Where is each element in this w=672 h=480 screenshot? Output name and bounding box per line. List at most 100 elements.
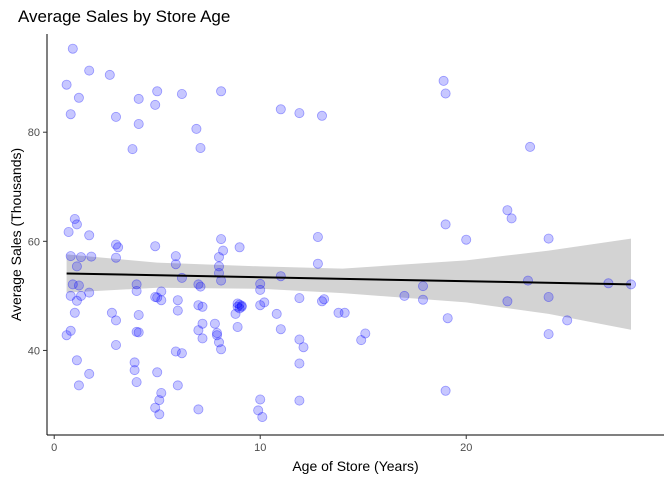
data-point [197, 318, 208, 329]
data-point [298, 342, 309, 353]
confidence-band [66, 238, 632, 330]
data-point [197, 333, 208, 344]
data-point [339, 307, 350, 318]
x-tick-label: 0 [51, 442, 57, 454]
data-point [76, 252, 87, 263]
data-point [255, 278, 266, 289]
data-point [191, 123, 202, 134]
data-point [73, 380, 84, 391]
data-point [216, 234, 227, 245]
data-point [234, 242, 245, 253]
data-point [172, 305, 183, 316]
data-point [255, 394, 266, 405]
data-point [232, 301, 243, 312]
data-point [129, 365, 140, 376]
data-point [440, 385, 451, 396]
data-point [61, 79, 72, 90]
data-point [106, 307, 117, 318]
data-point [399, 290, 410, 301]
data-point [156, 286, 167, 297]
data-point [71, 355, 82, 366]
data-point [63, 226, 74, 237]
data-point [417, 294, 428, 305]
data-point [73, 92, 84, 103]
data-point [67, 279, 78, 290]
y-tick-label: 40 [28, 345, 40, 357]
data-point [133, 93, 144, 104]
data-point [356, 335, 367, 346]
data-point [170, 346, 181, 357]
data-point [113, 242, 124, 253]
data-point [76, 290, 87, 301]
data-point [438, 75, 449, 86]
data-point [193, 279, 204, 290]
data-point [543, 233, 554, 244]
data-point [172, 295, 183, 306]
data-point [230, 308, 241, 319]
data-point [111, 111, 122, 122]
data-point [234, 299, 245, 310]
data-point [84, 287, 95, 298]
data-point [65, 290, 76, 301]
data-point [232, 298, 243, 309]
data-point [236, 301, 247, 312]
data-point [218, 245, 229, 256]
data-point [67, 43, 78, 54]
data-point [502, 296, 513, 307]
x-tick-label: 10 [254, 442, 266, 454]
data-point [294, 293, 305, 304]
data-point [152, 367, 163, 378]
data-point [360, 328, 371, 339]
data-point [156, 295, 167, 306]
data-point [294, 358, 305, 369]
data-point [131, 279, 142, 290]
data-point [506, 213, 517, 224]
data-point [316, 296, 327, 307]
data-point [216, 344, 227, 355]
data-point [255, 300, 266, 311]
data-point [294, 108, 305, 119]
data-point [543, 291, 554, 302]
data-point [69, 307, 80, 318]
data-point [275, 104, 286, 115]
data-point [84, 65, 95, 76]
trend-line [66, 272, 632, 286]
data-point [211, 327, 222, 338]
data-point [209, 318, 220, 329]
data-point [84, 368, 95, 379]
data-point [111, 239, 122, 250]
data-point [275, 324, 286, 335]
data-point [84, 230, 95, 241]
y-axis-title: Average Sales (Thousands) [8, 148, 24, 321]
data-point [562, 315, 573, 326]
data-point [131, 377, 142, 388]
data-point [543, 329, 554, 340]
data-point [312, 258, 323, 269]
data-point [150, 291, 161, 302]
data-point [71, 219, 82, 230]
data-point [61, 330, 72, 341]
data-point [440, 219, 451, 230]
data-point [216, 86, 227, 97]
data-point [133, 309, 144, 320]
data-point [442, 313, 453, 324]
data-point [197, 301, 208, 312]
data-point [170, 259, 181, 270]
data-point [502, 205, 513, 216]
data-point [193, 300, 204, 311]
data-point [319, 294, 330, 305]
data-point [150, 402, 161, 413]
data-point [333, 307, 344, 318]
data-point [65, 325, 76, 336]
data-point [129, 357, 140, 368]
data-point [234, 303, 245, 314]
data-point [131, 285, 142, 296]
data-point [259, 297, 270, 308]
data-point [71, 261, 82, 272]
data-point [312, 231, 323, 242]
data-point [236, 300, 247, 311]
data-point [255, 284, 266, 295]
data-point [294, 334, 305, 345]
data-point [193, 404, 204, 415]
